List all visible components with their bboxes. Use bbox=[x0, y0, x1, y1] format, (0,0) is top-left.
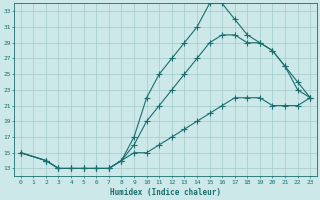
X-axis label: Humidex (Indice chaleur): Humidex (Indice chaleur) bbox=[110, 188, 221, 197]
